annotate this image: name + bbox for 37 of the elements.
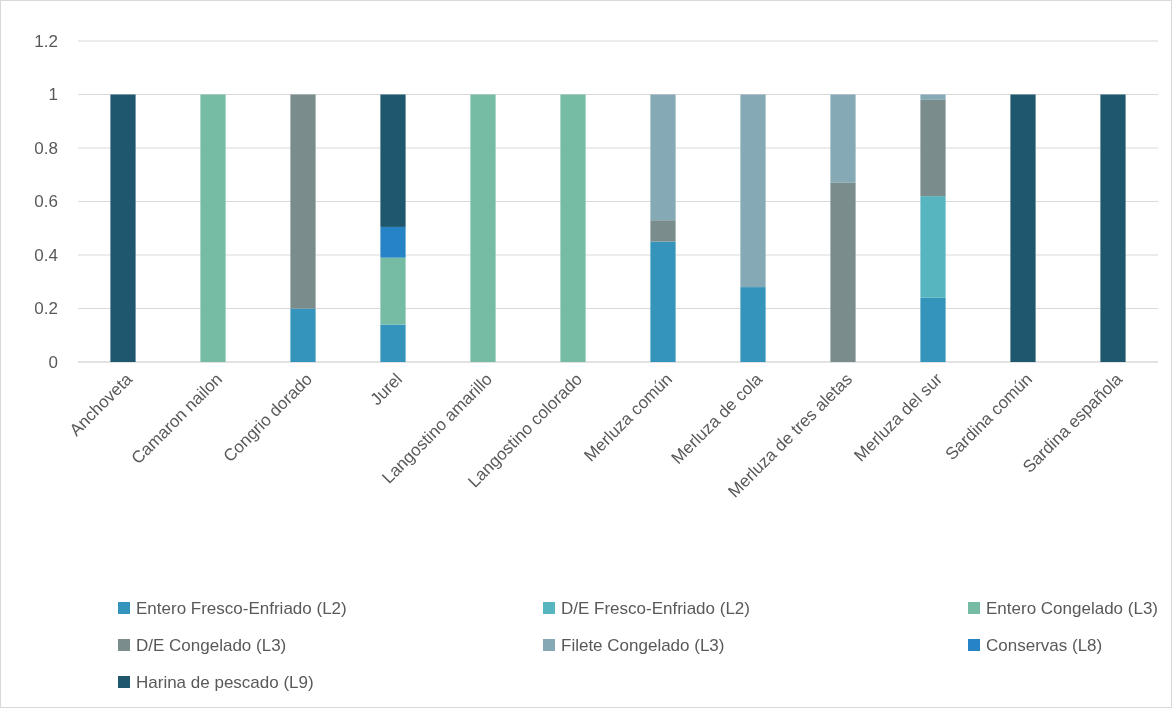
bar: [920, 196, 946, 298]
bar: [560, 94, 586, 362]
y-tick-label: 0.4: [34, 245, 58, 265]
legend-label: Entero Congelado (L3): [986, 598, 1159, 618]
y-tick-label: 0: [48, 352, 58, 372]
bar: [920, 94, 946, 100]
y-tick-label: 1: [48, 85, 58, 105]
bar: [1100, 94, 1126, 362]
bar: [290, 94, 316, 309]
bar: [740, 94, 766, 288]
bar: [920, 99, 946, 197]
bar: [650, 94, 676, 221]
y-tick-label: 0.6: [34, 192, 58, 212]
bar: [830, 94, 856, 183]
legend-label: D/E Congelado (L3): [136, 635, 287, 655]
bar: [920, 297, 946, 362]
legend-label: Conservas (L8): [986, 635, 1103, 655]
y-tick-label: 0.8: [34, 138, 58, 158]
bar: [290, 308, 316, 362]
bar: [650, 241, 676, 362]
legend-label: D/E Fresco-Enfriado (L2): [561, 598, 750, 618]
bar: [1010, 94, 1036, 362]
bar: [380, 257, 406, 325]
bar: [380, 324, 406, 362]
bar: [740, 287, 766, 362]
legend-label: Harina de pescado (L9): [136, 672, 314, 692]
legend-label: Entero Fresco-Enfriado (L2): [136, 598, 347, 618]
bar: [110, 94, 136, 362]
bar: [470, 94, 496, 362]
bar: [200, 94, 226, 362]
bar: [380, 94, 406, 227]
bar: [830, 182, 856, 362]
bar: [380, 226, 406, 258]
bar: [650, 220, 676, 242]
y-tick-label: 0.2: [34, 299, 58, 319]
legend-label: Filete Congelado (L3): [561, 635, 725, 655]
y-tick-label: 1.2: [34, 31, 58, 51]
